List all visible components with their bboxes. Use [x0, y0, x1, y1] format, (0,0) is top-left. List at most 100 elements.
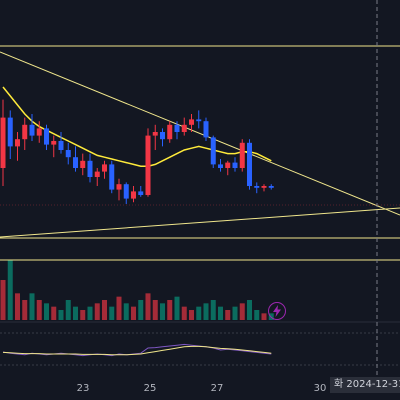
- volume-bar: [22, 300, 28, 320]
- candle-body: [102, 164, 107, 172]
- candle: [123, 182, 129, 204]
- rsi-line: [2, 343, 272, 357]
- candle: [36, 121, 42, 143]
- candle: [80, 153, 86, 176]
- candle-body: [145, 135, 151, 195]
- x-tick-label: 25: [144, 383, 157, 394]
- candle: [109, 160, 115, 194]
- candle-body: [65, 150, 71, 158]
- candle-body: [160, 132, 165, 140]
- candle-body: [210, 137, 216, 165]
- candle-body: [189, 119, 194, 125]
- volume-bar: [36, 300, 42, 320]
- candle-body: [87, 160, 93, 177]
- candle-body: [51, 141, 57, 145]
- candle-body: [22, 124, 28, 140]
- candle: [0, 99, 6, 186]
- candle: [160, 128, 165, 147]
- descending-trendline: [0, 51, 400, 216]
- candle: [94, 168, 100, 186]
- moving-average-line: [2, 86, 272, 167]
- candle: [210, 135, 216, 168]
- candlesticks: [0, 99, 274, 204]
- rsi-ma-line: [2, 345, 272, 356]
- candle: [7, 110, 13, 159]
- candle-body: [58, 141, 64, 150]
- volume-bar: [167, 300, 173, 320]
- volume-bar: [29, 293, 35, 320]
- candle: [51, 135, 57, 158]
- candle: [261, 184, 267, 192]
- candle: [247, 139, 252, 190]
- candle-body: [152, 132, 158, 136]
- volume-bar: [261, 313, 267, 320]
- candle: [152, 124, 158, 150]
- candle-body: [15, 139, 20, 147]
- lightning-button[interactable]: [268, 302, 286, 320]
- candle: [65, 142, 71, 165]
- candle-body: [239, 142, 245, 168]
- volume-bar: [138, 300, 144, 320]
- candle-body: [7, 117, 13, 147]
- lightning-icon: [273, 305, 281, 317]
- volume-bar: [210, 300, 216, 320]
- candle-body: [138, 191, 144, 195]
- candle: [116, 178, 122, 201]
- candle: [218, 159, 223, 172]
- crosshair-date-label: 화 2024-12-31: [330, 377, 400, 393]
- volume-bar: [131, 306, 136, 320]
- volume-bar: [225, 310, 231, 320]
- volume-bar: [116, 296, 122, 320]
- volume-bar: [65, 300, 71, 320]
- volume-bars: [0, 260, 274, 320]
- candle-body: [131, 191, 136, 199]
- candle: [181, 117, 187, 136]
- candle-body: [29, 124, 35, 136]
- candle: [87, 153, 93, 183]
- candle: [167, 121, 173, 143]
- volume-bar: [0, 280, 6, 320]
- volume-bar: [94, 303, 100, 320]
- candle: [102, 160, 107, 179]
- candle: [254, 182, 260, 194]
- volume-bar: [254, 310, 260, 320]
- candle-body: [0, 117, 6, 168]
- candle-body: [44, 128, 49, 145]
- candle-body: [73, 157, 78, 168]
- volume-bar: [189, 310, 194, 320]
- candle-body: [232, 162, 238, 168]
- candle-body: [167, 124, 173, 140]
- candle: [131, 186, 136, 203]
- candle: [15, 132, 20, 161]
- volume-bar: [51, 306, 57, 320]
- volume-bar: [174, 296, 180, 320]
- candle-body: [254, 186, 260, 188]
- volume-bar: [247, 300, 252, 320]
- candle: [174, 121, 180, 140]
- volume-bar: [196, 306, 202, 320]
- candle-body: [94, 171, 100, 177]
- x-tick-label: 27: [211, 383, 224, 394]
- candle-body: [196, 119, 202, 122]
- volume-bar: [145, 293, 151, 320]
- candle: [138, 186, 144, 197]
- candle: [203, 117, 209, 141]
- candle: [22, 117, 28, 150]
- candle-body: [247, 142, 252, 186]
- candle-body: [268, 186, 274, 188]
- candle: [196, 110, 202, 129]
- candle: [145, 128, 151, 197]
- volume-bar: [239, 303, 245, 320]
- ascending-trendline: [0, 207, 400, 238]
- candle: [268, 184, 274, 190]
- candle: [29, 114, 35, 141]
- candle: [225, 160, 231, 176]
- x-tick-label: 30: [314, 383, 327, 394]
- trendlines: [0, 45, 400, 261]
- volume-bar: [80, 310, 86, 320]
- candle-body: [218, 164, 223, 168]
- volume-bar: [181, 306, 187, 320]
- volume-bar: [58, 310, 64, 320]
- volume-bar: [44, 303, 49, 320]
